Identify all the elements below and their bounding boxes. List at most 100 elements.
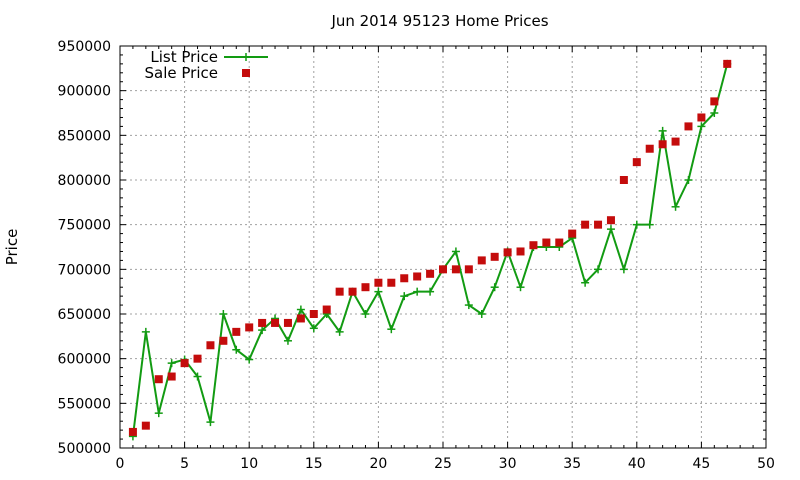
x-tick-label: 25: [434, 456, 452, 472]
sale-price-point: [271, 318, 280, 327]
list-price-point: [477, 310, 486, 318]
sale-price-point: [529, 241, 538, 250]
sale-price-point: [632, 158, 641, 167]
sale-price-point: [516, 247, 525, 256]
x-tick-label: 20: [369, 456, 387, 472]
y-tick-label: 700000: [58, 262, 111, 278]
sale-price-point: [451, 265, 460, 274]
list-price-point: [697, 122, 706, 131]
list-price-point: [516, 283, 525, 292]
sale-price-point: [232, 327, 241, 336]
sale-price-point: [542, 238, 551, 247]
list-price-point: [206, 418, 215, 427]
sale-price-point: [335, 287, 344, 296]
sale-price-point: [141, 421, 150, 430]
sale-price-point: [710, 97, 719, 106]
sale-price-point: [568, 229, 577, 238]
sale-price-point: [503, 248, 512, 257]
grid: [120, 46, 766, 448]
list-price-point: [490, 283, 499, 292]
legend-square-marker: [242, 69, 250, 77]
x-tick-label: 40: [628, 456, 646, 472]
list-price-point: [374, 287, 383, 296]
series-sale-price: [128, 59, 732, 436]
sale-price-point: [180, 359, 189, 368]
y-tick-label: 650000: [58, 307, 111, 323]
legend-label: Sale Price: [145, 64, 218, 82]
list-price-point: [426, 287, 435, 296]
y-axis-label: Price: [3, 229, 21, 266]
sale-price-point: [619, 176, 628, 184]
list-price-point: [671, 202, 680, 211]
y-tick-label: 750000: [58, 218, 111, 234]
list-price-point: [154, 409, 163, 418]
x-tick-label: 45: [692, 456, 710, 472]
list-price-point: [632, 220, 641, 229]
sale-price-point: [309, 310, 318, 318]
y-tick-label: 900000: [58, 84, 111, 100]
list-price-point: [606, 225, 615, 234]
y-tick-label: 800000: [58, 173, 111, 189]
sale-price-point: [723, 59, 732, 68]
plot-border: [119, 45, 767, 449]
sale-price-point: [154, 375, 163, 384]
sale-price-point: [658, 140, 667, 149]
sale-price-point: [206, 341, 215, 350]
sale-price-point: [128, 427, 137, 436]
legend-plus-marker: [242, 53, 250, 61]
sale-price-point: [283, 318, 292, 327]
list-price-point: [167, 359, 176, 368]
list-price-point: [245, 355, 254, 364]
list-price-point: [619, 265, 628, 274]
sale-price-point: [167, 372, 176, 381]
sale-price-point: [322, 305, 331, 314]
list-price-point: [296, 305, 305, 314]
sale-price-point: [606, 216, 615, 225]
list-price-point: [141, 327, 150, 336]
list-price-point: [219, 310, 228, 318]
sale-price-point: [361, 283, 370, 292]
list-price-point: [309, 324, 318, 333]
y-tick-label: 500000: [58, 441, 111, 457]
list-price-point: [283, 336, 292, 345]
list-price-point: [451, 247, 460, 256]
y-tick-label: 550000: [58, 396, 111, 412]
sale-price-point: [387, 278, 396, 287]
sale-price-point: [555, 238, 564, 247]
list-price-point: [193, 372, 202, 381]
sale-price-point: [400, 274, 409, 283]
list-price-point: [400, 292, 409, 301]
sale-price-point: [697, 113, 706, 122]
x-tick-label: 30: [499, 456, 517, 472]
y-tick-label: 600000: [58, 352, 111, 368]
sale-price-point: [374, 278, 383, 287]
sale-price-point: [684, 122, 693, 131]
x-tick-label: 10: [240, 456, 258, 472]
sale-price-point: [258, 318, 267, 327]
list-price-point: [413, 287, 422, 296]
sale-price-point: [245, 323, 254, 332]
chart-title: Jun 2014 95123 Home Prices: [330, 12, 548, 30]
sale-price-point: [348, 287, 357, 296]
list-price-point: [594, 265, 603, 274]
list-price-point: [361, 310, 370, 318]
list-price-point: [658, 126, 667, 135]
y-tick-label: 950000: [58, 39, 111, 55]
axes: 0 5 10 15 20 25 30 35 40 45 50 500000 550000 600000 65…: [58, 39, 775, 472]
sale-price-point: [413, 272, 422, 281]
legend-label: List Price: [150, 48, 218, 66]
sale-price-point: [581, 220, 590, 229]
x-tick-label: 0: [116, 456, 125, 472]
sale-price-point: [426, 269, 435, 278]
list-price-point: [232, 345, 241, 354]
x-tick-label: 35: [563, 456, 581, 472]
y-tick-label: 850000: [58, 128, 111, 144]
sale-price-point: [594, 220, 603, 229]
list-price-point: [581, 278, 590, 287]
list-price-point: [387, 325, 396, 334]
list-price-point: [464, 301, 473, 310]
sale-price-point: [645, 144, 654, 153]
list-price-point: [684, 176, 693, 184]
series-layer: [128, 59, 732, 441]
